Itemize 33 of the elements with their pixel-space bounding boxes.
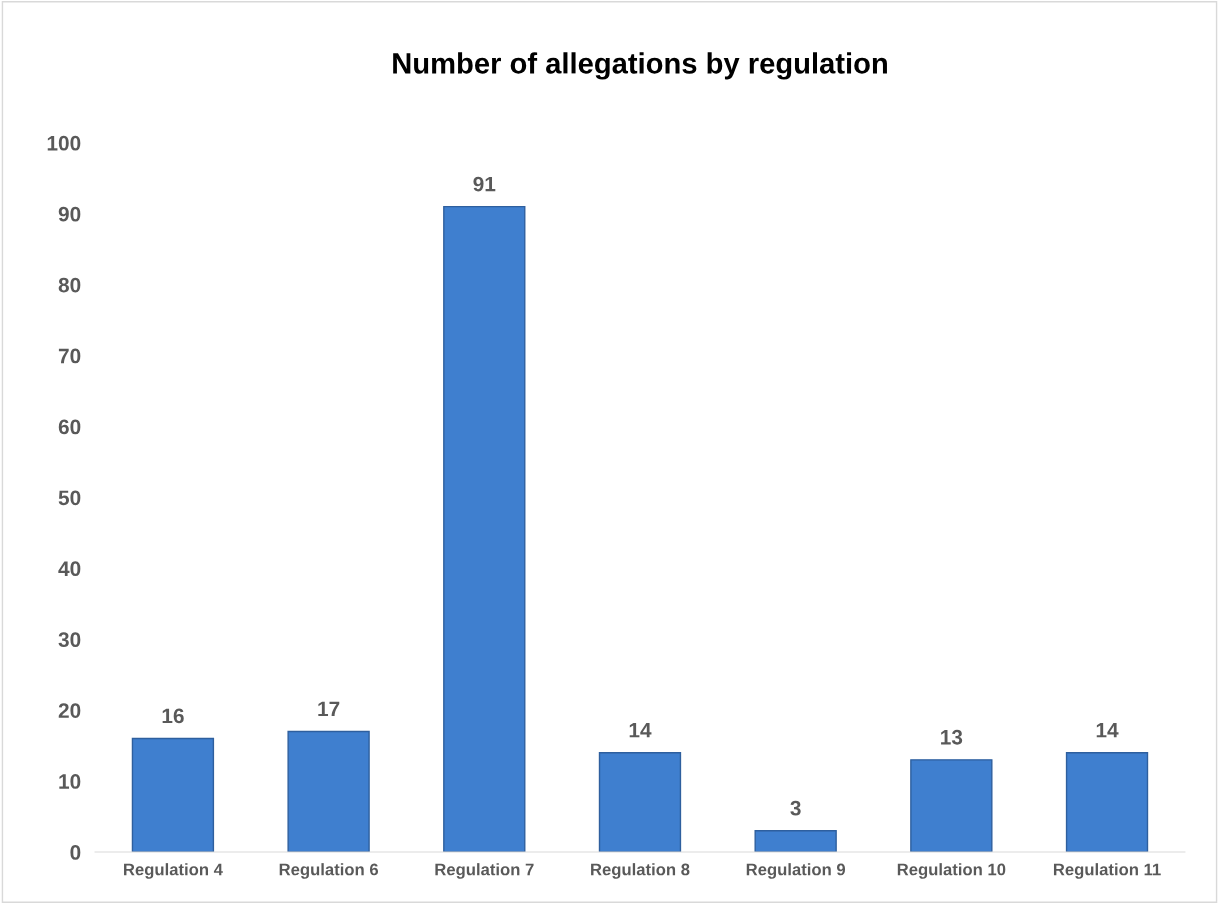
y-tick-label: 100	[47, 135, 81, 151]
x-tick-label: Regulation 7	[435, 863, 534, 879]
y-tick-label: 80	[58, 277, 81, 293]
y-tick-label: 90	[58, 206, 81, 222]
data-label: 16	[162, 708, 184, 724]
y-tick-label: 70	[58, 348, 81, 364]
bar	[754, 830, 837, 853]
y-tick-label: 50	[58, 490, 81, 506]
y-tick-label: 40	[58, 561, 81, 577]
x-tick-label: Regulation 11	[1053, 863, 1161, 879]
bar	[1065, 752, 1149, 853]
data-label: 17	[318, 701, 340, 717]
bar	[443, 205, 526, 853]
data-label: 91	[473, 176, 496, 192]
x-tick-label: Regulation 10	[897, 863, 1006, 879]
data-label: 3	[790, 800, 801, 816]
bar	[287, 730, 370, 853]
bar	[131, 737, 215, 853]
y-tick-label: 30	[58, 632, 81, 648]
data-label: 14	[1096, 722, 1119, 738]
x-tick-label: Regulation 8	[591, 863, 690, 879]
bar	[598, 752, 682, 853]
x-tick-label: Regulation 6	[279, 863, 379, 879]
y-tick-label: 0	[70, 845, 81, 860]
x-tick-label: Regulation 4	[124, 863, 223, 879]
y-tick-label: 20	[58, 703, 81, 718]
chart-title: Number of allegations by regulation	[393, 52, 887, 80]
y-tick-label: 60	[58, 419, 81, 435]
data-label: 14	[629, 722, 652, 738]
data-label: 13	[941, 729, 963, 745]
x-tick-label: Regulation 9	[746, 863, 846, 879]
y-tick-label: 10	[59, 774, 81, 789]
bar	[910, 759, 993, 853]
